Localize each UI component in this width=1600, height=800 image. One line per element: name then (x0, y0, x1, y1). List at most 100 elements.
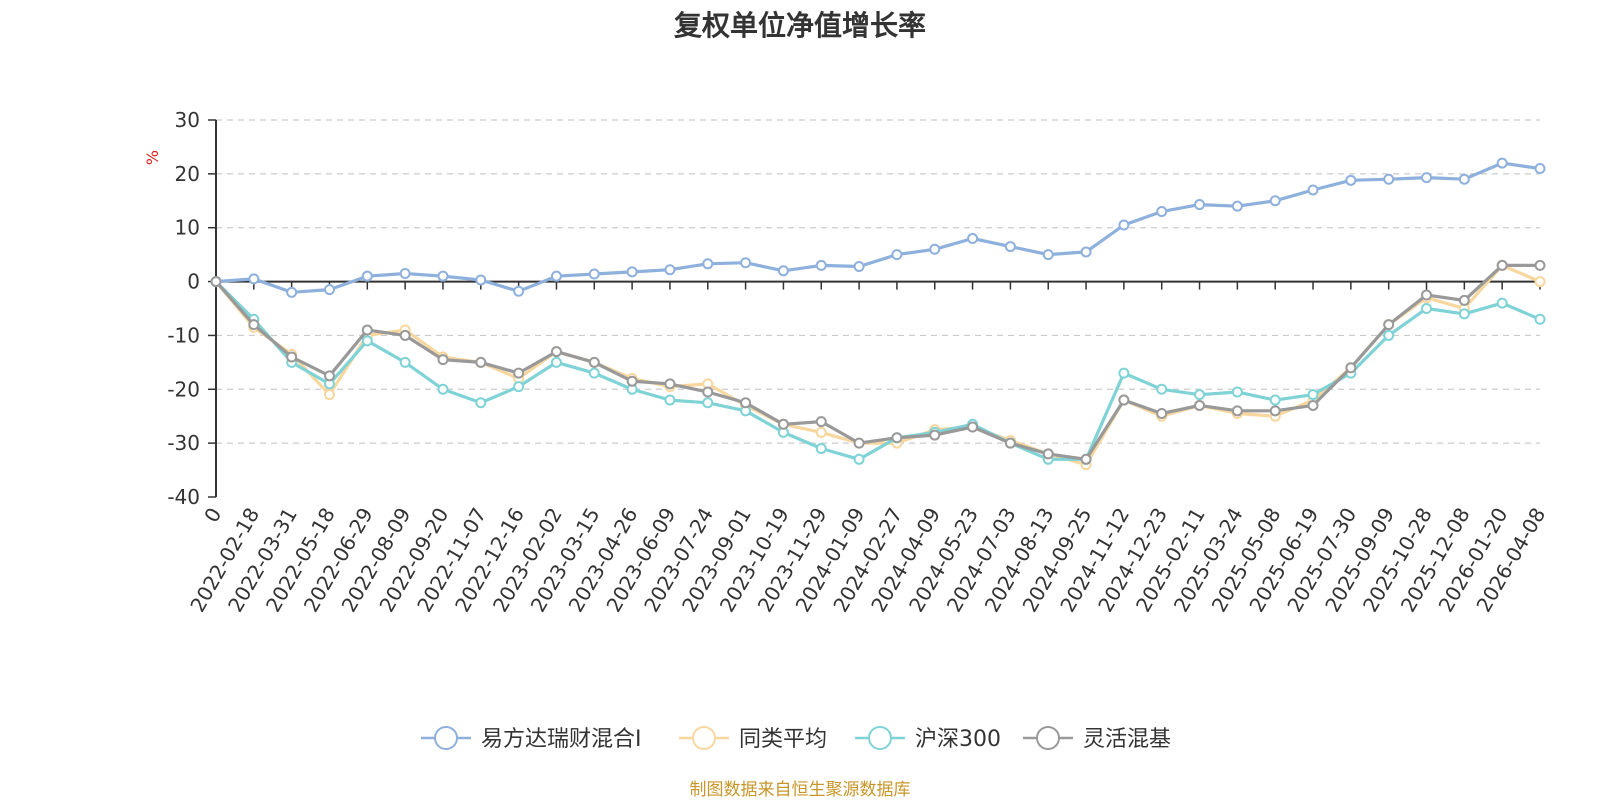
y-tick-label: -20 (167, 377, 200, 401)
legend-swatch-marker (868, 726, 892, 750)
data-point (1383, 319, 1395, 331)
data-point (1118, 367, 1130, 379)
y-tick-label: 0 (187, 270, 200, 294)
data-point (702, 397, 714, 409)
data-point (1307, 184, 1319, 196)
series-lines (210, 157, 1546, 471)
data-point (1004, 241, 1016, 253)
data-point (626, 266, 638, 278)
data-point (475, 274, 487, 286)
data-point (1194, 199, 1206, 211)
data-point (815, 426, 827, 438)
data-point (361, 324, 373, 336)
data-point (853, 260, 865, 272)
data-point (1194, 389, 1206, 401)
data-point (588, 367, 600, 379)
legend: 易方达瑞财混合I 同类平均 沪深300 灵活混基 (421, 726, 1171, 752)
data-point (1534, 259, 1546, 271)
data-point (1383, 329, 1395, 341)
data-point (1496, 259, 1508, 271)
legend-label: 沪深300 (915, 727, 1001, 752)
data-point (1156, 408, 1168, 420)
data-point (475, 356, 487, 368)
legend-swatch-marker (1036, 726, 1060, 750)
data-point (1421, 289, 1433, 301)
source-note: 制图数据来自恒生聚源数据库 (689, 780, 911, 800)
data-point (323, 370, 335, 382)
data-point (286, 286, 298, 298)
data-point (1042, 249, 1054, 261)
data-point (853, 453, 865, 465)
data-point (1458, 294, 1470, 306)
data-point (1269, 405, 1281, 417)
data-point (664, 378, 676, 390)
series-line (214, 161, 1542, 294)
data-point (1307, 389, 1319, 401)
data-point (1496, 297, 1508, 309)
data-point (815, 443, 827, 455)
legend-swatch-marker (692, 726, 716, 750)
data-point (1269, 394, 1281, 406)
data-point (437, 383, 449, 395)
data-point (1118, 219, 1130, 231)
data-point (399, 329, 411, 341)
data-point (815, 416, 827, 428)
data-point (550, 356, 562, 368)
data-point (702, 386, 714, 398)
legend-label: 同类平均 (739, 727, 827, 752)
series-line (214, 263, 1542, 467)
data-point (1231, 200, 1243, 212)
data-point (1496, 157, 1508, 169)
data-point (513, 381, 525, 393)
data-point (891, 432, 903, 444)
data-point (777, 418, 789, 430)
data-point (513, 367, 525, 379)
data-point (891, 249, 903, 261)
data-point (210, 276, 222, 288)
data-point (664, 264, 676, 276)
data-point (550, 346, 562, 358)
y-tick-label: 20 (175, 162, 200, 186)
data-point (437, 354, 449, 366)
data-point (1421, 303, 1433, 314)
data-point (626, 375, 638, 387)
data-point (1231, 386, 1243, 398)
y-tick-label: -40 (167, 485, 200, 509)
data-point (853, 437, 865, 449)
series-line (214, 263, 1542, 461)
data-point (1156, 383, 1168, 395)
data-point (967, 421, 979, 433)
data-point (664, 394, 676, 406)
y-tick-label: 30 (175, 108, 200, 132)
data-point (967, 232, 979, 244)
data-point (1421, 172, 1433, 184)
series-line (214, 280, 1542, 461)
data-point (1118, 394, 1130, 406)
legend-swatch-marker (434, 726, 458, 750)
data-point (1458, 173, 1470, 185)
data-point (929, 429, 941, 441)
y-tick-label: 10 (175, 216, 200, 240)
data-point (702, 258, 714, 270)
data-point (740, 257, 752, 269)
data-point (1080, 453, 1092, 465)
data-point (1080, 246, 1092, 258)
data-point (361, 270, 373, 282)
data-point (1534, 313, 1546, 325)
data-point (929, 243, 941, 255)
data-point (1269, 195, 1281, 207)
data-point (323, 389, 335, 401)
data-point (777, 265, 789, 277)
data-point (513, 285, 525, 297)
data-point (437, 270, 449, 282)
legend-label: 灵活混基 (1083, 727, 1171, 752)
y-axis-label: % (143, 150, 162, 165)
data-point (1383, 173, 1395, 185)
data-point (399, 356, 411, 368)
data-point (286, 351, 298, 363)
legend-label: 易方达瑞财混合I (481, 727, 642, 752)
data-point (1345, 174, 1357, 186)
data-point (1345, 362, 1357, 374)
data-point (588, 356, 600, 368)
